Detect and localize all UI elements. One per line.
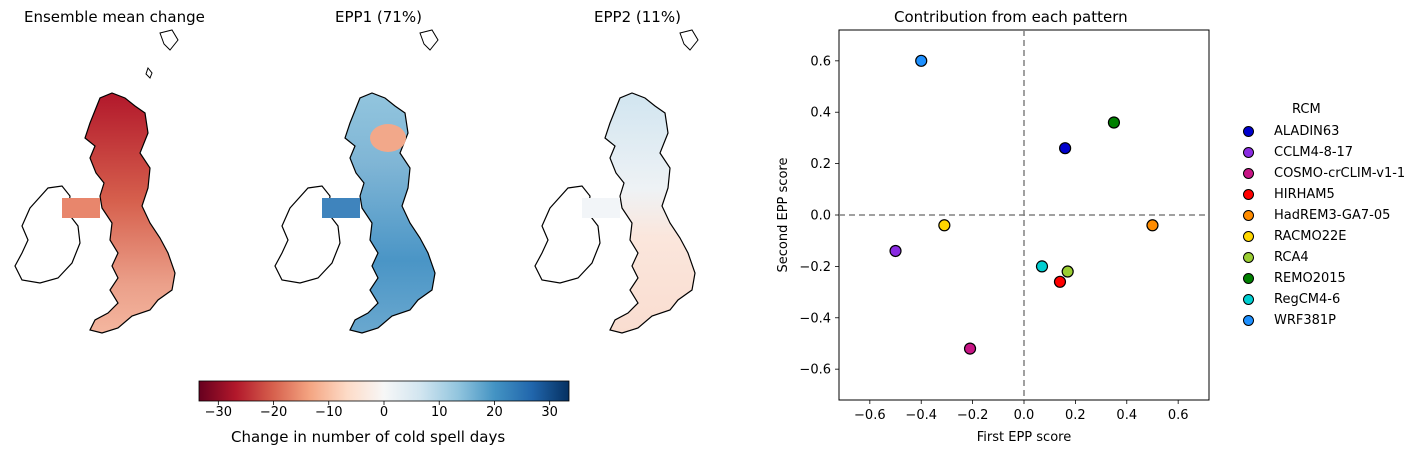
y-tick-label: 0.4 [810,106,831,121]
x-axis-label: First EPP score [977,430,1071,445]
y-tick-label: −0.4 [799,311,831,326]
x-tick-label: −0.2 [957,408,989,423]
legend-marker [1243,146,1254,158]
point-regcm4-6 [1035,260,1049,273]
legend-label: WRF381P [1274,312,1337,328]
legend-label: COSMO-crCLIM-v1-1 [1274,165,1406,181]
legend-item: REMO2015 [1243,268,1346,288]
point-aladin63 [1059,142,1072,155]
legend-label: REMO2015 [1274,270,1346,286]
colorbar-tick-label: −20 [260,405,287,420]
map-ensemble-mean [14,29,179,334]
colorbar-tick-label: −30 [205,405,232,420]
uk-maps [14,29,699,334]
y-tick-label: −0.6 [799,363,831,378]
legend-marker [1243,125,1254,137]
legend-marker [1243,251,1254,263]
legend-label: RegCM4-6 [1274,291,1341,307]
x-tick-label: 0.2 [1065,408,1086,423]
legend-label: RACMO22E [1274,228,1347,244]
x-tick-label: −0.6 [854,408,886,423]
y-tick-label: 0.0 [810,209,831,224]
legend-item: HadREM3-GA7-05 [1243,205,1390,225]
point-remo2015 [1107,116,1121,129]
legend-label: ALADIN63 [1274,123,1340,139]
legend-marker [1243,209,1254,221]
point-rca4 [1061,265,1074,278]
legend-title: RCM [1292,102,1321,117]
legend-label: RCA4 [1274,249,1309,265]
legend-label: HIRHAM5 [1274,186,1335,202]
y-tick-label: −0.2 [799,260,831,275]
legend-item: RACMO22E [1243,226,1346,246]
y-axis-label: Second EPP score [776,158,791,273]
legend-item: COSMO-crCLIM-v1-1 [1243,163,1405,183]
point-cosmo-crclim-v1-1 [963,342,977,355]
legend-item: CCLM4-8-17 [1243,142,1353,162]
point-wrf381p [915,54,928,67]
legend-marker [1243,167,1254,179]
point-hadrem3-ga7-05 [1146,219,1159,232]
map-epp1 [274,29,439,334]
legend-label: CCLM4-8-17 [1274,144,1354,160]
legend-marker [1243,314,1254,326]
legend-item: RCA4 [1243,247,1309,267]
map-epp2 [534,29,699,334]
legend-item: ALADIN63 [1243,121,1339,141]
legend-marker [1243,272,1254,284]
legend-marker [1243,293,1254,305]
point-hirham5 [1053,275,1067,288]
legend-item: HIRHAM5 [1243,184,1335,204]
legend-item: RegCM4-6 [1243,289,1340,309]
legend-label: HadREM3-GA7-05 [1274,207,1391,223]
scatter-chart: −0.6 −0.4 −0.2 0.0 0.2 0.4 0.6 0.6 0.4 0.2 0.0 −0.… [776,29,1210,445]
x-tick-label: 0.4 [1116,408,1137,423]
colorbar-tick-label: 10 [431,405,448,420]
colorbar-tick-label: −10 [315,405,342,420]
point-cclm4-8-17 [889,244,902,258]
legend-marker [1243,188,1254,200]
map-title-epp1: EPP1 (71%) [335,8,422,26]
point-racmo22e [938,219,951,232]
colorbar-tick-labels: −30 −20 −10 0 10 20 30 [205,405,558,420]
colorbar-tick-label: 20 [486,405,503,420]
y-tick-label: 0.2 [810,157,831,172]
colorbar-tick-label: 0 [380,405,388,420]
legend-marker [1243,230,1254,242]
map-title-ensemble-mean: Ensemble mean change [24,8,205,26]
x-tick-label: 0.6 [1168,408,1189,423]
legend-item: WRF381P [1243,310,1336,330]
map-title-epp2: EPP2 (11%) [594,8,681,26]
colorbar [198,380,570,405]
colorbar-label: Change in number of cold spell days [231,428,506,446]
chart-title: Contribution from each pattern [894,8,1128,26]
x-tick-label: 0.0 [1014,408,1035,423]
colorbar-tick-label: 30 [541,405,558,420]
x-tick-label: −0.4 [905,408,937,423]
y-tick-label: 0.6 [810,54,831,69]
colorbar-ticks [217,401,551,405]
